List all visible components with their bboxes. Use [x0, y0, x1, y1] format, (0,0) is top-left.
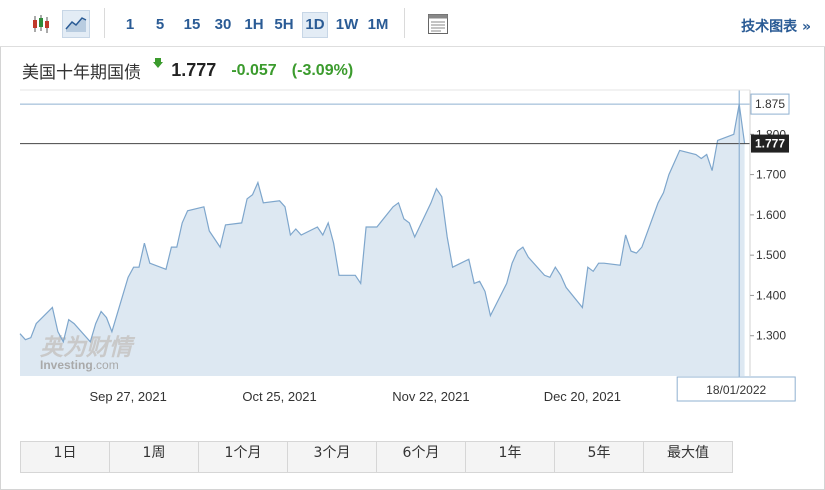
period-1m[interactable]: 1M	[367, 16, 389, 33]
range-1m[interactable]: 1个月	[199, 442, 288, 472]
period-30[interactable]: 30	[214, 16, 232, 33]
x-axis: Sep 27, 2021 Oct 25, 2021 Nov 22, 2021 Dec …	[89, 389, 621, 404]
x-tick-label: Oct 25, 2021	[242, 389, 316, 404]
table-icon[interactable]	[424, 10, 452, 38]
series-line	[19, 103, 746, 344]
range-max[interactable]: 最大值	[667, 445, 709, 461]
toolbar-divider	[104, 8, 105, 38]
current-price-box	[751, 134, 789, 153]
price-change-percent: (-3.09%)	[291, 61, 354, 79]
current-price-label: 1.777	[755, 137, 785, 151]
period-1d[interactable]: 1D	[302, 12, 328, 38]
period-1w[interactable]: 1W	[335, 16, 359, 33]
y-tick-label: 1.500	[756, 248, 786, 262]
toolbar-divider	[404, 8, 405, 38]
series-area	[20, 104, 745, 376]
range-6m[interactable]: 6个月	[377, 442, 466, 472]
y-tick-label: 1.700	[756, 168, 786, 182]
price-change: -0.057	[231, 61, 277, 79]
y-tick-label: 1.600	[756, 208, 786, 222]
max-value-box	[750, 93, 790, 115]
down-arrow-icon	[153, 58, 164, 68]
x-tick-label: Sep 27, 2021	[89, 389, 166, 404]
range-1y[interactable]: 1年	[466, 442, 555, 472]
watermark-brand: Investing.com	[40, 358, 119, 372]
chart-toolbar: 1 5 15 30 1H 5H 1D 1W 1M 技术图表 »	[0, 0, 825, 47]
price-chart[interactable]: 英为财情 Investing.com 1.3001.4001.5001.6001…	[0, 0, 825, 420]
y-tick-label: 1.400	[756, 288, 786, 302]
x-tick-label: Dec 20, 2021	[544, 389, 621, 404]
crosshair-date-label: 18/01/2022	[706, 383, 766, 397]
y-tick-label: 1.300	[756, 329, 786, 343]
quote-header: 美国十年期国债 1.777 -0.057 (-3.09%)	[22, 58, 353, 86]
range-1w[interactable]: 1周	[110, 442, 199, 472]
range-1d[interactable]: 1日	[21, 442, 110, 472]
crosshair-date-box	[676, 376, 796, 402]
range-3m[interactable]: 3个月	[288, 442, 377, 472]
period-1h[interactable]: 1H	[244, 16, 264, 33]
period-5[interactable]: 5	[155, 16, 165, 33]
area-chart-icon[interactable]	[62, 10, 90, 38]
candlestick-icon[interactable]	[28, 10, 56, 38]
range-selector: 1日 1周 1个月 3个月 6个月 1年 5年 最大值	[20, 441, 733, 473]
last-price: 1.777	[171, 60, 217, 80]
x-tick-label: Nov 22, 2021	[392, 389, 469, 404]
period-1[interactable]: 1	[125, 16, 135, 33]
period-15[interactable]: 15	[183, 16, 201, 33]
max-value-label: 1.875	[755, 97, 785, 111]
period-5h[interactable]: 5H	[274, 16, 294, 33]
instrument-name: 美国十年期国债	[22, 63, 141, 83]
tech-chart-link[interactable]: 技术图表 »	[741, 19, 811, 35]
range-5y[interactable]: 5年	[555, 442, 644, 472]
